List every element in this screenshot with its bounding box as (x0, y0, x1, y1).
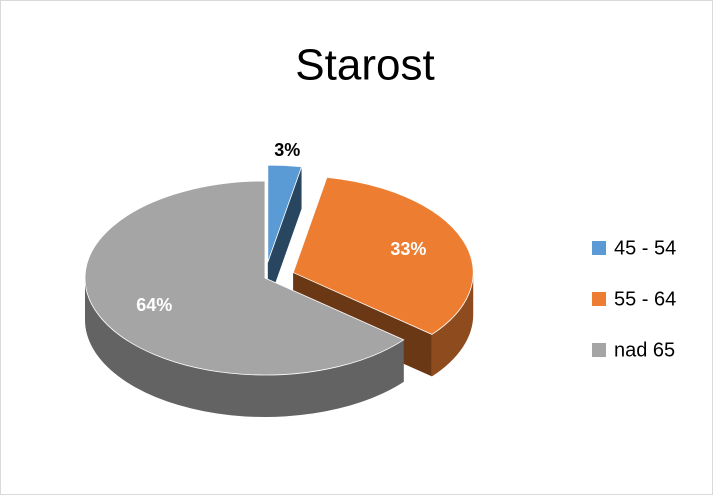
slice-side (85, 278, 404, 417)
data-label: 3% (274, 140, 300, 160)
slice-wall (267, 166, 302, 305)
slice (267, 164, 303, 263)
legend-label: 45 - 54 (614, 237, 676, 259)
slice (292, 176, 474, 335)
chart-title: Starost (295, 41, 434, 90)
data-label: 33% (390, 239, 426, 259)
data-label: 64% (136, 295, 172, 315)
slice-side (431, 272, 474, 377)
legend-label: 55 - 64 (614, 288, 676, 310)
slice (84, 180, 405, 376)
legend-swatch (592, 241, 606, 255)
legend-swatch (592, 343, 606, 357)
legend-label: nad 65 (614, 339, 675, 361)
legend-swatch (592, 292, 606, 306)
